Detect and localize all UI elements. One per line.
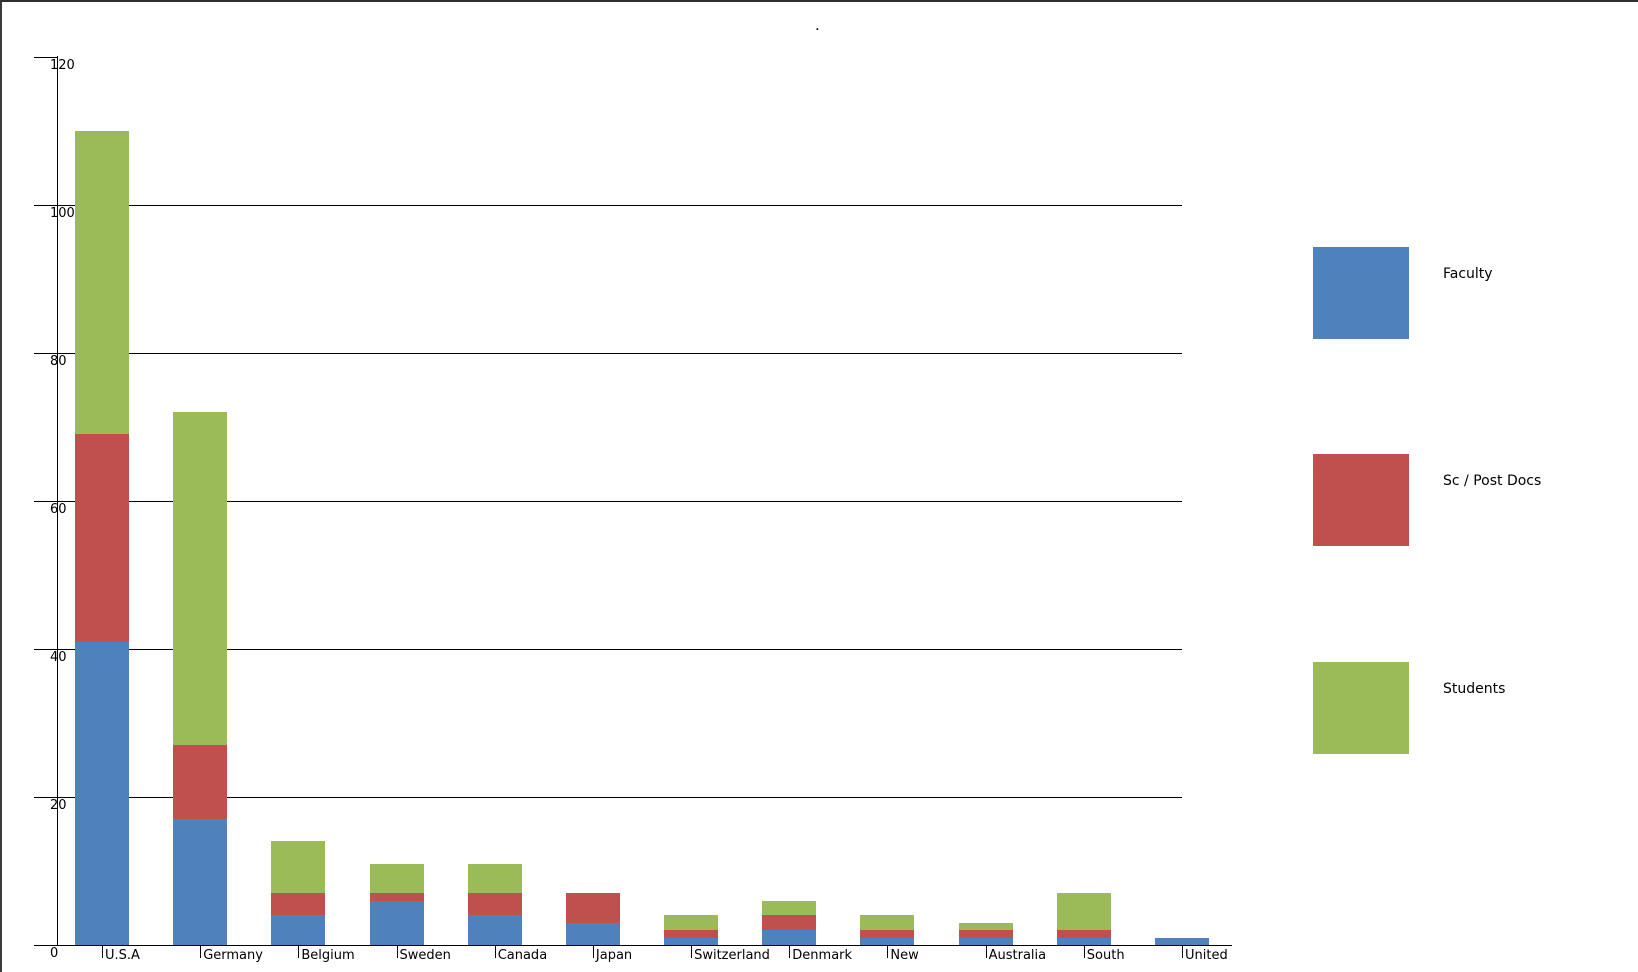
x-tick-label-Australia: Australia — [988, 948, 1047, 963]
legend-swatch-faculty — [1313, 247, 1409, 339]
bar-U.S.A-Sc / Post Docs — [75, 434, 129, 642]
legend-label-students: Students — [1443, 681, 1506, 697]
x-tick-U.S.A — [102, 945, 103, 958]
x-tick-label-Sweden: Sweden — [399, 948, 451, 963]
bar-New-Students — [860, 915, 915, 931]
y-tick-label-60: 60 — [50, 502, 67, 517]
x-tick-label-U.S.A: U.S.A — [105, 948, 140, 963]
bar-Germany-Sc / Post Docs — [173, 745, 228, 820]
bar-Sweden-Faculty — [369, 900, 424, 945]
bar-Switzerland-Faculty — [664, 937, 719, 945]
x-tick-Canada — [494, 945, 496, 958]
x-tick-Switzerland — [691, 945, 693, 958]
x-tick-United — [1182, 945, 1183, 958]
bar-United-Faculty — [1155, 937, 1209, 945]
bar-Denmark-Students — [762, 900, 817, 916]
y-tick-label-120: 120 — [50, 58, 75, 73]
x-tick-label-New: New — [890, 948, 919, 963]
bar-Australia-Students — [958, 922, 1013, 931]
y-tick-label-40: 40 — [50, 650, 67, 665]
bar-South-Students — [1056, 893, 1111, 931]
bar-Switzerland-Students — [664, 915, 719, 931]
x-tick-Sweden — [396, 945, 398, 958]
bar-Japan-Faculty — [565, 922, 620, 945]
bar-Australia-Sc / Post Docs — [958, 930, 1013, 938]
legend-item-sc-post-docs: Sc / Post Docs — [1313, 454, 1633, 546]
bar-U.S.A-Students — [75, 131, 129, 435]
bar-Denmark-Sc / Post Docs — [762, 915, 817, 931]
legend-item-faculty: Faculty — [1313, 247, 1633, 339]
y-tick-label-0: 0 — [50, 946, 59, 961]
bar-Germany-Faculty — [173, 819, 228, 945]
bar-Belgium-Faculty — [271, 915, 326, 945]
x-tick-label-Belgium: Belgium — [301, 948, 355, 963]
bar-Sweden-Students — [369, 863, 424, 894]
bar-Denmark-Faculty — [762, 930, 817, 945]
x-tick-Germany — [200, 945, 202, 958]
bar-Canada-Faculty — [467, 915, 522, 945]
y-axis-line — [57, 56, 58, 945]
x-axis-line — [34, 945, 1232, 946]
x-tick-New — [887, 945, 889, 958]
x-tick-Denmark — [789, 945, 791, 958]
gridline-20 — [34, 797, 1182, 798]
x-tick-label-Denmark: Denmark — [792, 948, 853, 963]
x-tick-label-Switzerland: Switzerland — [694, 948, 770, 963]
bar-Australia-Faculty — [958, 937, 1013, 945]
legend-swatch-students — [1313, 662, 1409, 754]
bar-Canada-Sc / Post Docs — [467, 893, 522, 916]
x-tick-Belgium — [298, 945, 300, 958]
x-tick-South — [1083, 945, 1085, 958]
legend-swatch-sc-post-docs — [1313, 454, 1409, 546]
bar-South-Sc / Post Docs — [1056, 930, 1111, 938]
bar-Germany-Students — [173, 412, 228, 746]
gridline-80 — [34, 353, 1182, 354]
x-tick-label-Japan: Japan — [595, 948, 633, 963]
x-tick-Japan — [592, 945, 594, 958]
x-tick-Australia — [985, 945, 987, 958]
bar-Sweden-Sc / Post Docs — [369, 893, 424, 901]
chart-title: . — [815, 16, 820, 34]
x-tick-label-Germany: Germany — [203, 948, 263, 963]
x-tick-label-Canada: Canada — [497, 948, 548, 963]
y-tick-label-20: 20 — [50, 798, 67, 813]
gridline-100 — [34, 205, 1182, 206]
bar-U.S.A-Faculty — [75, 641, 129, 945]
bar-New-Faculty — [860, 937, 915, 945]
bar-Belgium-Sc / Post Docs — [271, 893, 326, 916]
x-tick-label-United: United — [1185, 948, 1228, 963]
y-tick-label-80: 80 — [50, 354, 67, 369]
bar-Canada-Students — [467, 863, 522, 894]
gridline-40 — [34, 649, 1182, 650]
bar-New-Sc / Post Docs — [860, 930, 915, 938]
legend-label-faculty: Faculty — [1443, 266, 1493, 282]
legend-label-sc-post-docs: Sc / Post Docs — [1443, 473, 1542, 489]
bar-Japan-Sc / Post Docs — [565, 893, 620, 923]
gridline-60 — [34, 501, 1182, 502]
x-tick-label-South: South — [1086, 948, 1125, 963]
bar-South-Faculty — [1056, 937, 1111, 945]
bar-Switzerland-Sc / Post Docs — [664, 930, 719, 938]
bar-Belgium-Students — [271, 841, 326, 894]
legend-item-students: Students — [1313, 662, 1633, 754]
y-axis-tick-120 — [34, 57, 57, 58]
y-tick-label-100: 100 — [50, 206, 75, 221]
